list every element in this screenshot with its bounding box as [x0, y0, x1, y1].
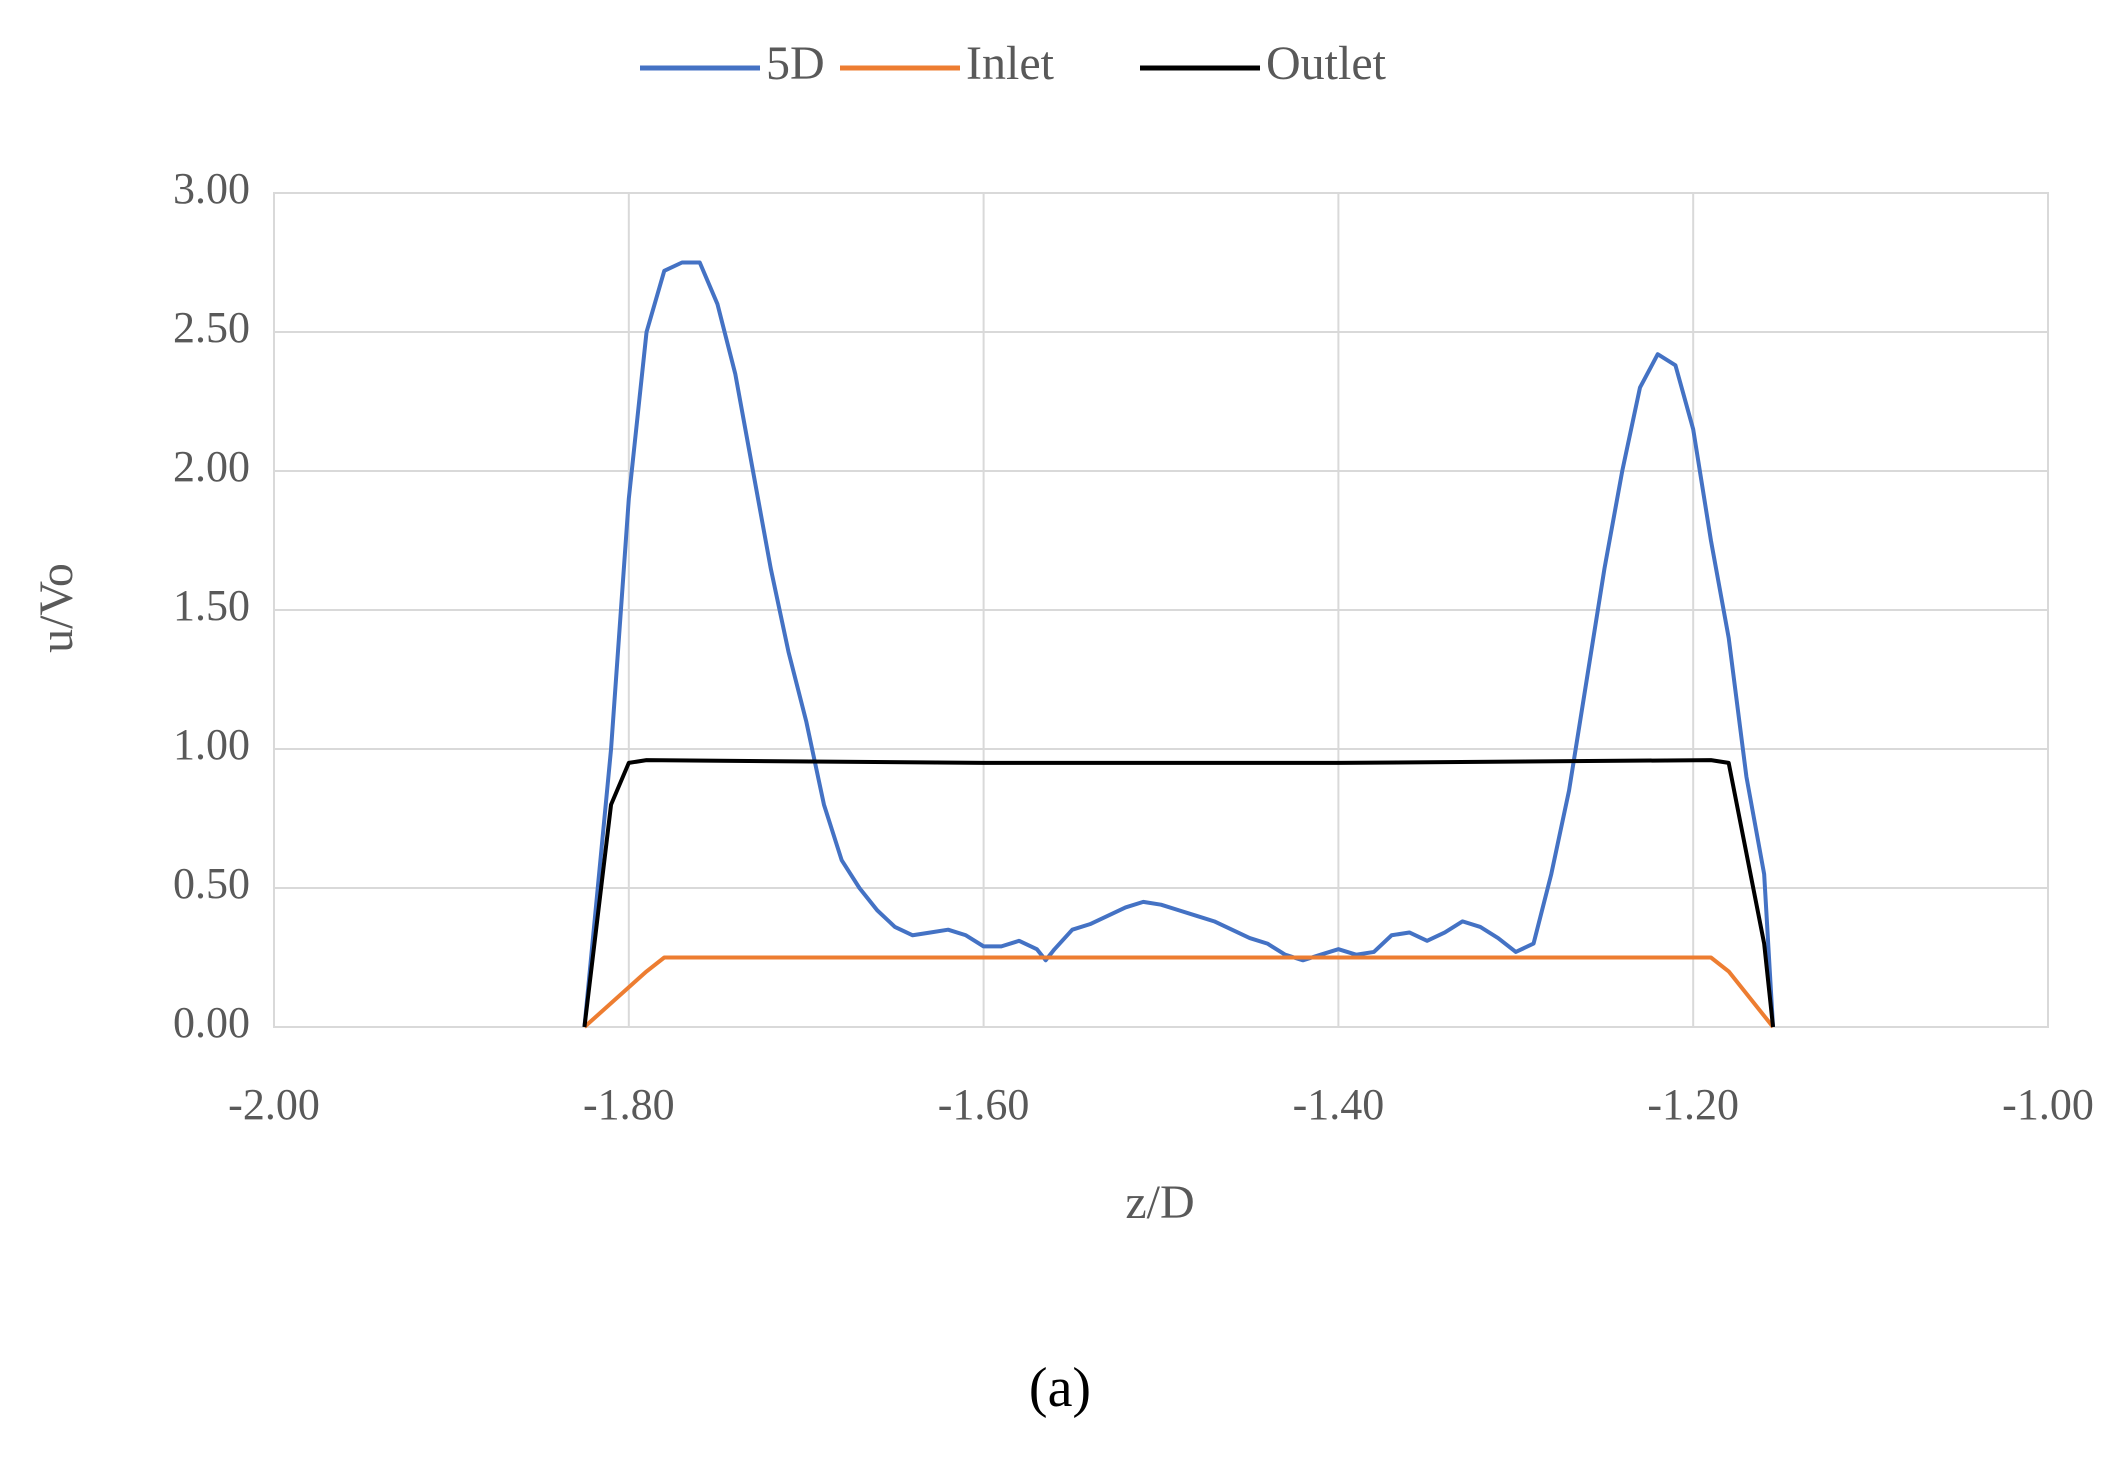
y-tick-label: 1.50	[173, 581, 250, 630]
line-series	[583, 955, 1775, 1029]
caption: (a)	[1029, 1357, 1091, 1419]
y-tick-label: 2.50	[173, 303, 250, 352]
x-tick-label: -2.00	[228, 1080, 320, 1129]
legend-label: Outlet	[1266, 37, 1387, 90]
x-tick-label: -1.60	[938, 1080, 1030, 1129]
line-series	[582, 260, 1776, 1028]
x-tick-label: -1.40	[1293, 1080, 1385, 1129]
x-tick-label: -1.20	[1647, 1080, 1739, 1129]
y-tick-label: 2.00	[173, 442, 250, 491]
x-tick-label: -1.80	[583, 1080, 675, 1129]
x-axis-title: z/D	[1125, 1176, 1194, 1229]
legend-label: Inlet	[966, 37, 1055, 90]
line-series	[582, 758, 1776, 1028]
legend-label: 5D	[766, 37, 825, 90]
y-tick-label: 0.00	[173, 998, 250, 1047]
y-tick-label: 3.00	[173, 164, 250, 213]
y-axis-title: u/Vo	[30, 563, 83, 653]
y-tick-label: 0.50	[173, 859, 250, 908]
x-tick-label: -1.00	[2002, 1080, 2094, 1129]
y-tick-label: 1.00	[173, 720, 250, 769]
